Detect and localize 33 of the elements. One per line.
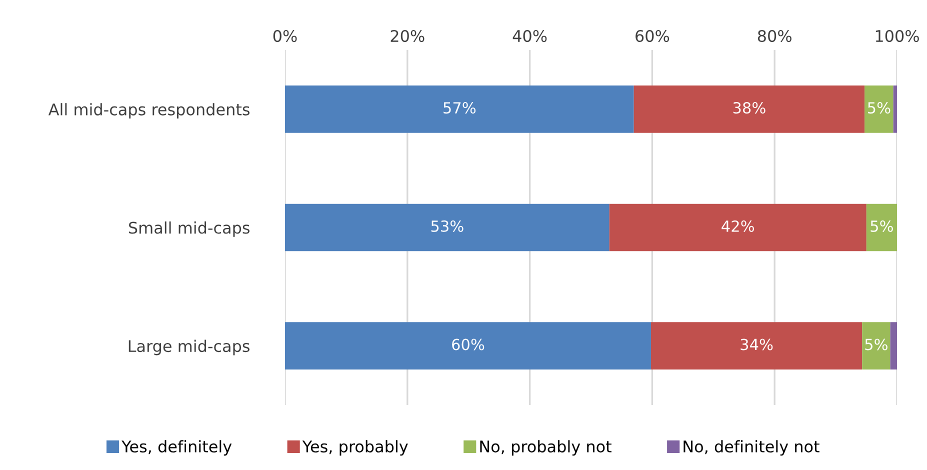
legend-label: No, definitely not — [684, 440, 820, 456]
x-tick-label: 80% — [758, 30, 792, 42]
legend-label: Yes, definitely — [122, 440, 232, 456]
data-label: 34% — [740, 338, 773, 350]
data-label: 57% — [444, 102, 476, 114]
data-label: 5% — [865, 338, 888, 350]
y-tick-label: All mid-caps respondents — [48, 103, 250, 119]
bar — [866, 204, 897, 252]
y-tick-label: Large mid-caps — [128, 340, 250, 356]
bar — [890, 322, 897, 370]
data-label: 5% — [870, 220, 893, 232]
bar — [285, 322, 651, 370]
x-tick-label: 40% — [512, 30, 547, 42]
bar — [285, 86, 634, 133]
legend-label: No, probably not — [480, 440, 612, 456]
bar — [285, 204, 610, 252]
y-tick-label: Small mid-caps — [128, 221, 250, 237]
data-label: 5% — [868, 102, 890, 114]
bar — [862, 322, 890, 370]
bar — [609, 204, 866, 252]
data-label: 60% — [452, 338, 484, 350]
bar — [893, 86, 897, 133]
x-tick-label: 60% — [636, 30, 670, 42]
x-tick-label: 20% — [390, 30, 424, 42]
x-tick-label: 0% — [273, 30, 297, 42]
data-label: 42% — [722, 220, 754, 232]
data-label: 53% — [431, 220, 464, 232]
x-tick-label: 100% — [876, 30, 919, 42]
legend-label: Yes, probably — [302, 440, 408, 456]
bar — [650, 322, 862, 370]
bar — [864, 86, 894, 133]
bar — [634, 86, 865, 133]
data-label: 38% — [733, 102, 766, 114]
